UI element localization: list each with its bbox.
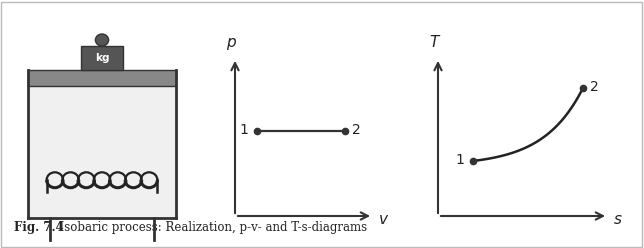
Ellipse shape bbox=[95, 34, 109, 46]
Text: v: v bbox=[379, 212, 388, 226]
Text: Isobaric process: Realization, p-v- and T-s-diagrams: Isobaric process: Realization, p-v- and … bbox=[52, 221, 367, 234]
Text: 1: 1 bbox=[239, 123, 248, 137]
Text: 2: 2 bbox=[352, 123, 361, 137]
Bar bbox=[28, 70, 176, 218]
Text: kg: kg bbox=[95, 53, 109, 63]
Text: Fig. 7.4: Fig. 7.4 bbox=[14, 221, 64, 234]
Bar bbox=[28, 70, 176, 86]
Text: p: p bbox=[226, 35, 236, 50]
Text: T: T bbox=[430, 35, 439, 50]
Text: 2: 2 bbox=[590, 80, 599, 94]
Bar bbox=[81, 46, 123, 70]
Text: 1: 1 bbox=[455, 153, 464, 167]
Text: s: s bbox=[614, 212, 622, 226]
